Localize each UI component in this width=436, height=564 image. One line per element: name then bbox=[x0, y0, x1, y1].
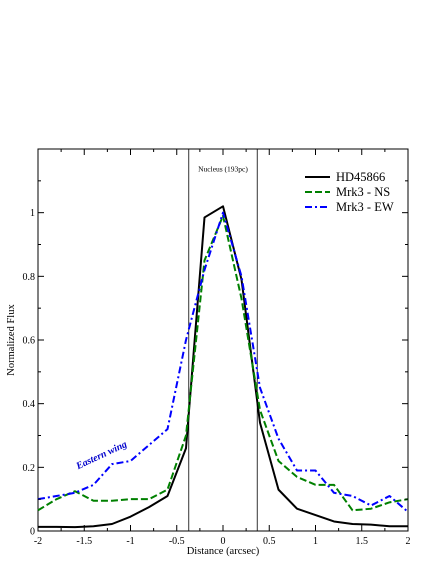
x-tick-label: 0 bbox=[221, 536, 226, 547]
series-line-mrk3-ew bbox=[37, 211, 409, 513]
legend-label-hd45866: HD45866 bbox=[336, 170, 385, 184]
x-axis-title: Distance (arcsec) bbox=[187, 546, 260, 557]
x-tick-label: 2 bbox=[406, 536, 411, 547]
y-tick-label: 0.2 bbox=[23, 463, 36, 474]
x-tick-label: 0.5 bbox=[263, 536, 276, 547]
nucleus-annotation: Nucleus (193pc) bbox=[198, 164, 248, 173]
legend-label-mrk3-ew: Mrk3 - EW bbox=[336, 200, 394, 214]
x-tick-label: -2 bbox=[34, 536, 42, 547]
y-tick-label: 0.6 bbox=[23, 336, 36, 347]
y-tick-label: 0.8 bbox=[23, 272, 36, 283]
x-tick-label: 1.5 bbox=[356, 536, 369, 547]
series-line-mrk3-ns bbox=[37, 214, 409, 512]
series-layer bbox=[37, 205, 409, 529]
x-tick-label: -1 bbox=[126, 536, 134, 547]
y-tick-label: 0.4 bbox=[23, 399, 36, 410]
eastern-wing-annotation: Eastern wing bbox=[74, 439, 129, 473]
x-tick-label: 1 bbox=[313, 536, 318, 547]
x-axis: -2 -1.5 -1 -0.5 0 0.5 1 1.5 2 bbox=[34, 149, 411, 547]
series-line-hd45866 bbox=[38, 205, 408, 529]
x-tick-label: -0.5 bbox=[169, 536, 185, 547]
y-tick-label: 0 bbox=[30, 527, 35, 538]
y-tick-label: 1 bbox=[30, 208, 35, 219]
y-axis-title: Normalized Flux bbox=[6, 304, 17, 376]
y-axis: 0 0.2 0.4 0.6 0.8 1 bbox=[23, 180, 408, 538]
x-tick-label: -1.5 bbox=[76, 536, 92, 547]
legend: HD45866 Mrk3 - NS Mrk3 - EW bbox=[305, 170, 394, 214]
legend-label-mrk3-ns: Mrk3 - NS bbox=[336, 185, 390, 199]
